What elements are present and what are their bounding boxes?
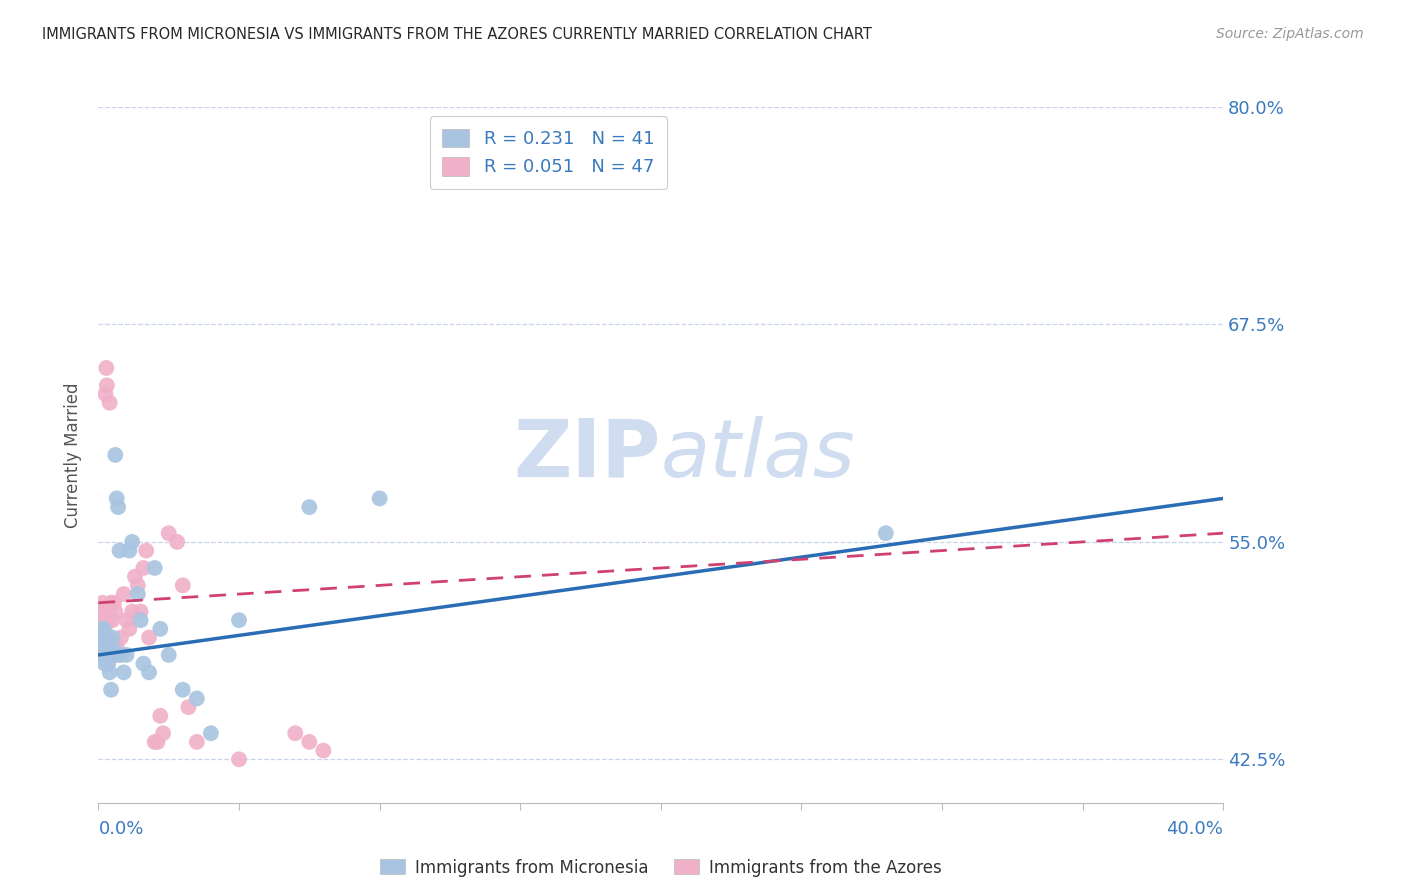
Point: [96, 631, 118, 645]
Point: [87, 631, 110, 645]
Point: [875, 526, 897, 541]
Point: [94, 387, 117, 401]
Point: [166, 535, 188, 549]
Point: [97, 605, 120, 619]
Point: [135, 543, 157, 558]
Point: [132, 657, 155, 671]
Point: [93, 657, 115, 671]
Point: [89, 622, 111, 636]
Text: ZIP: ZIP: [513, 416, 661, 494]
Point: [101, 631, 124, 645]
Point: [121, 535, 143, 549]
Point: [96, 648, 118, 662]
Point: [104, 448, 127, 462]
Point: [105, 640, 128, 654]
Text: 0.0%: 0.0%: [98, 821, 143, 838]
Y-axis label: Currently Married: Currently Married: [63, 382, 82, 528]
Point: [90, 622, 112, 636]
Point: [146, 735, 169, 749]
Point: [172, 578, 194, 592]
Point: [98, 648, 121, 662]
Point: [124, 570, 146, 584]
Point: [127, 578, 149, 592]
Point: [103, 648, 125, 662]
Point: [132, 561, 155, 575]
Point: [152, 726, 174, 740]
Point: [91, 631, 114, 645]
Point: [298, 500, 321, 515]
Point: [101, 613, 124, 627]
Point: [90, 640, 112, 654]
Point: [186, 691, 208, 706]
Point: [368, 491, 391, 506]
Point: [100, 682, 122, 697]
Point: [96, 378, 118, 392]
Legend: Immigrants from Micronesia, Immigrants from the Azores: Immigrants from Micronesia, Immigrants f…: [371, 850, 950, 885]
Point: [93, 613, 115, 627]
Point: [107, 500, 129, 515]
Point: [97, 657, 120, 671]
Point: [89, 640, 111, 654]
Point: [115, 613, 138, 627]
Point: [98, 665, 121, 680]
Point: [129, 613, 152, 627]
Point: [104, 605, 127, 619]
Point: [312, 744, 335, 758]
Point: [186, 735, 208, 749]
Point: [93, 605, 115, 619]
Point: [110, 631, 132, 645]
Point: [121, 605, 143, 619]
Point: [172, 682, 194, 697]
Point: [101, 640, 124, 654]
Point: [228, 752, 250, 766]
Text: IMMIGRANTS FROM MICRONESIA VS IMMIGRANTS FROM THE AZORES CURRENTLY MARRIED CORRE: IMMIGRANTS FROM MICRONESIA VS IMMIGRANTS…: [42, 27, 872, 42]
Point: [115, 648, 138, 662]
Point: [118, 543, 141, 558]
Point: [228, 613, 250, 627]
Point: [91, 596, 114, 610]
Point: [157, 526, 180, 541]
Point: [103, 596, 125, 610]
Point: [143, 735, 166, 749]
Point: [98, 613, 121, 627]
Point: [96, 361, 118, 376]
Point: [177, 700, 200, 714]
Point: [98, 396, 121, 410]
Point: [90, 605, 112, 619]
Point: [93, 622, 115, 636]
Point: [94, 640, 117, 654]
Point: [298, 735, 321, 749]
Point: [108, 543, 131, 558]
Text: atlas: atlas: [661, 416, 856, 494]
Point: [149, 622, 172, 636]
Point: [93, 640, 115, 654]
Point: [90, 622, 112, 636]
Text: 40.0%: 40.0%: [1167, 821, 1223, 838]
Point: [112, 665, 135, 680]
Point: [138, 665, 160, 680]
Point: [118, 622, 141, 636]
Point: [105, 491, 128, 506]
Point: [100, 596, 122, 610]
Point: [143, 561, 166, 575]
Point: [149, 708, 172, 723]
Point: [89, 631, 111, 645]
Point: [326, 856, 349, 871]
Point: [127, 587, 149, 601]
Point: [200, 726, 222, 740]
Point: [284, 726, 307, 740]
Point: [93, 622, 115, 636]
Point: [90, 648, 112, 662]
Text: Source: ZipAtlas.com: Source: ZipAtlas.com: [1216, 27, 1364, 41]
Point: [112, 587, 135, 601]
Point: [129, 605, 152, 619]
Point: [107, 648, 129, 662]
Point: [138, 631, 160, 645]
Point: [90, 613, 112, 627]
Point: [110, 648, 132, 662]
Point: [157, 648, 180, 662]
